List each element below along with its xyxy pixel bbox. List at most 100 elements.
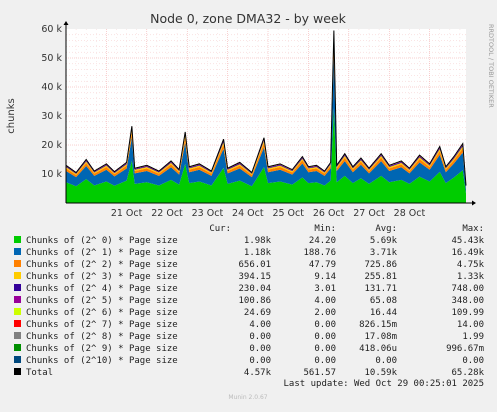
legend-swatch — [14, 368, 21, 375]
legend-name: Chunks of (2^10) * Page size — [26, 356, 178, 366]
legend-min: 4.00 — [314, 296, 336, 306]
legend-max: 348.00 — [451, 296, 484, 306]
legend-cur: 4.00 — [249, 320, 271, 330]
legend-swatch — [14, 236, 21, 243]
y-tick-label: 50 k — [41, 53, 62, 64]
legend-cur: 0.00 — [249, 356, 271, 366]
legend-avg: 16.44 — [370, 308, 397, 318]
x-tick-label: 21 Oct — [111, 208, 143, 219]
legend-cur: 0.00 — [249, 344, 271, 354]
stacked-areas — [65, 30, 467, 203]
legend-min: 24.20 — [309, 236, 336, 246]
legend-max: 1.99 — [462, 332, 484, 342]
y-axis-label: chunks — [6, 98, 17, 134]
legend-name: Chunks of (2^ 4) * Page size — [26, 284, 178, 294]
legend-name: Chunks of (2^ 7) * Page size — [26, 320, 178, 330]
axes — [63, 21, 476, 206]
legend-swatch — [14, 344, 21, 351]
x-tick-label: 28 Oct — [394, 208, 426, 219]
legend: Chunks of (2^ 0) * Page size 1.98k 24.20 5.… — [14, 236, 485, 378]
legend-swatch — [14, 260, 21, 267]
x-tick-label: 22 Oct — [151, 208, 183, 219]
legend-max: 109.99 — [451, 308, 484, 318]
y-ticks: 10 k 20 k 30 k 40 k 50 k 60 k — [41, 24, 62, 180]
legend-name: Chunks of (2^ 2) * Page size — [26, 260, 178, 270]
legend-min: 0.00 — [314, 344, 336, 354]
legend-row: Chunks of (2^ 6) * Page size 24.69 2.00 16.… — [14, 308, 484, 318]
legend-avg: 0.00 — [375, 356, 397, 366]
legend-max: 45.43k — [451, 236, 484, 246]
area-series-1 — [66, 56, 466, 194]
col-header-avg: Avg: — [375, 224, 397, 234]
legend-row: Chunks of (2^ 7) * Page size 4.00 0.00 826.… — [14, 320, 484, 330]
legend-swatch — [14, 272, 21, 279]
legend-swatch — [14, 356, 21, 363]
legend-row: Total 4.57k 561.57 10.59k 65.28k — [14, 368, 485, 378]
legend-cur: 24.69 — [244, 308, 271, 318]
legend-swatch — [14, 320, 21, 327]
col-header-max: Max: — [462, 224, 484, 234]
rrdtool-credit: RRDTOOL / TOBI OETIKER — [487, 24, 495, 108]
legend-swatch — [14, 284, 21, 291]
chart-title: Node 0, zone DMA32 - by week — [150, 11, 347, 26]
legend-row: Chunks of (2^ 9) * Page size 0.00 0.00 418.… — [14, 344, 484, 354]
legend-min: 3.01 — [314, 284, 336, 294]
legend-avg: 10.59k — [364, 368, 397, 378]
legend-cur: 1.98k — [244, 236, 272, 246]
legend-name: Chunks of (2^ 6) * Page size — [26, 308, 178, 318]
legend-swatch — [14, 308, 21, 315]
y-tick-label: 10 k — [41, 169, 62, 180]
legend-max: 14.00 — [457, 320, 484, 330]
legend-avg: 17.08m — [364, 332, 397, 342]
legend-max: 4.75k — [457, 260, 485, 270]
legend-avg: 418.06u — [359, 344, 397, 354]
legend-avg: 3.71k — [370, 248, 398, 258]
legend-cur: 656.01 — [238, 260, 271, 270]
legend-swatch — [14, 296, 21, 303]
legend-row: Chunks of (2^ 8) * Page size 0.00 0.00 17.0… — [14, 332, 484, 342]
legend-cur: 1.18k — [244, 248, 272, 258]
y-tick-label: 20 k — [41, 140, 62, 151]
legend-avg: 826.15m — [359, 320, 397, 330]
x-axis-arrow — [472, 200, 476, 206]
legend-row: Chunks of (2^ 0) * Page size 1.98k 24.20 5.… — [14, 236, 485, 246]
legend-max: 1.33k — [457, 272, 485, 282]
area-series-2 — [66, 44, 466, 189]
legend-swatch — [14, 332, 21, 339]
legend-min: 0.00 — [314, 332, 336, 342]
x-tick-label: 25 Oct — [272, 208, 304, 219]
legend-name: Chunks of (2^ 5) * Page size — [26, 296, 178, 306]
legend-min: 47.79 — [309, 260, 336, 270]
x-tick-label: 24 Oct — [232, 208, 264, 219]
legend-max: 16.49k — [451, 248, 484, 258]
x-tick-label: 23 Oct — [192, 208, 224, 219]
legend-min: 0.00 — [314, 320, 336, 330]
legend-max: 65.28k — [451, 368, 484, 378]
y-tick-label: 40 k — [41, 82, 62, 93]
last-update: Last update: Wed Oct 29 00:25:01 2025 — [284, 379, 484, 389]
legend-max: 996.67m — [446, 344, 484, 354]
col-header-min: Min: — [314, 224, 336, 234]
legend-avg: 65.08 — [370, 296, 397, 306]
legend-name: Chunks of (2^ 1) * Page size — [26, 248, 178, 258]
legend-cur: 394.15 — [238, 272, 271, 282]
x-tick-label: 26 Oct — [313, 208, 345, 219]
legend-min: 188.76 — [303, 248, 336, 258]
legend-row: Chunks of (2^ 3) * Page size 394.15 9.14 25… — [14, 272, 485, 282]
legend-row: Chunks of (2^ 2) * Page size 656.01 47.79 7… — [14, 260, 485, 270]
legend-swatch — [14, 248, 21, 255]
legend-cur: 230.04 — [238, 284, 271, 294]
legend-min: 2.00 — [314, 308, 336, 318]
x-tick-label: 27 Oct — [353, 208, 385, 219]
legend-max: 748.00 — [451, 284, 484, 294]
legend-name: Total — [26, 368, 53, 378]
legend-avg: 255.81 — [364, 272, 397, 282]
area-series-0 — [66, 108, 466, 203]
legend-min: 9.14 — [314, 272, 336, 282]
legend-row: Chunks of (2^ 1) * Page size 1.18k 188.76 3… — [14, 248, 485, 258]
legend-name: Chunks of (2^ 3) * Page size — [26, 272, 178, 282]
legend-name: Chunks of (2^ 8) * Page size — [26, 332, 178, 342]
legend-min: 561.57 — [303, 368, 336, 378]
